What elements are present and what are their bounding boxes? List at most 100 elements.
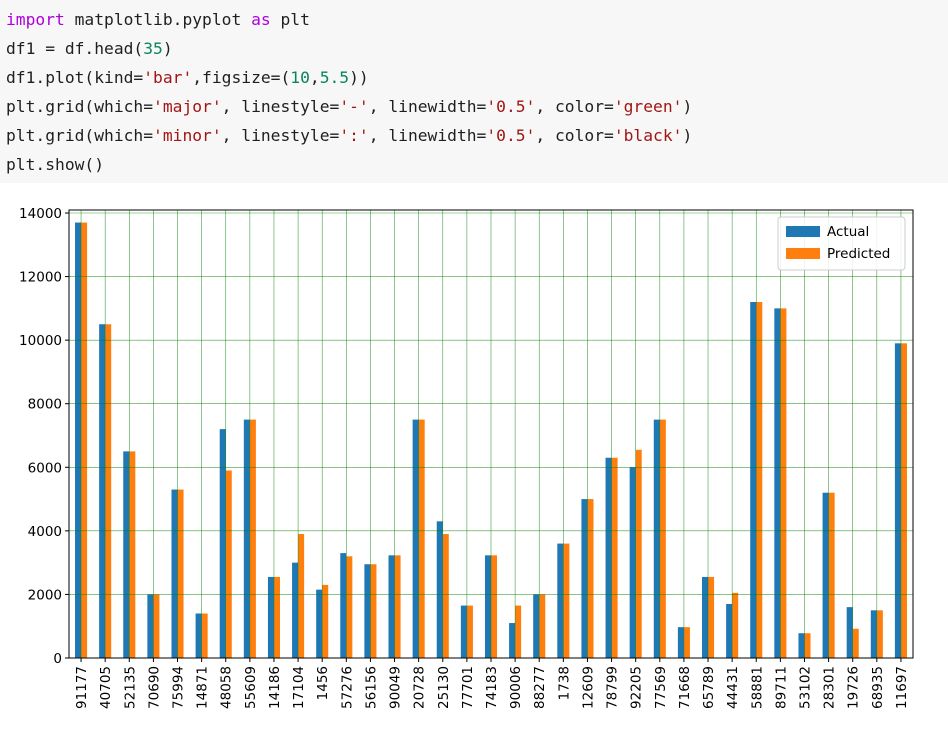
x-tick-label: 55609 [243,666,259,709]
bar-predicted-91177 [81,222,88,658]
bar-actual-92205 [629,467,636,658]
x-tick-label: 1456 [315,666,331,700]
x-tick-label: 92205 [629,666,645,709]
x-tick-label: 12609 [580,666,596,709]
x-tick-label: 28301 [822,666,838,709]
code-token: 'major' [153,97,222,116]
x-tick-label: 52135 [122,666,138,709]
x-tick-label: 14186 [267,666,283,709]
x-tick-label: 57276 [339,666,355,709]
x-tick-label: 75994 [171,666,187,709]
code-token: , linewidth= [368,126,487,145]
bar-actual-55609 [243,419,250,658]
bar-predicted-55609 [249,419,256,658]
x-tick-label: 25130 [436,666,452,709]
code-token: ) [162,39,173,58]
bar-actual-88277 [533,594,540,658]
bar-actual-70690 [147,594,154,658]
code-token: ,figsize=( [192,68,291,87]
x-tick-label: 71668 [677,666,693,709]
bar-actual-40705 [99,324,106,658]
bar-predicted-1456 [322,584,329,658]
code-token: df1 = df.head( [6,39,144,58]
bar-predicted-53102 [804,633,811,658]
x-tick-label: 56156 [363,666,379,709]
code-token: ':' [339,126,369,145]
code-token: '0.5' [486,126,536,145]
x-tick-label: 68935 [870,666,886,709]
code-token: , linestyle= [221,126,340,145]
code-line: df1 = df.head(35) [6,34,948,63]
code-cell[interactable]: import matplotlib.pyplot as plt df1 = df.… [0,0,948,183]
bar-actual-1456 [316,589,323,658]
x-tick-label: 20728 [412,666,428,709]
code-token: , [309,68,320,87]
bar-actual-90006 [509,623,516,658]
x-tick-label: 48058 [219,666,235,709]
bar-actual-14186 [267,576,274,658]
x-tick-label: 70690 [146,666,162,709]
x-tick-label: 14871 [195,666,211,709]
code-token: plt [270,10,310,29]
code-token: ) [682,97,693,116]
x-tick-label: 11697 [894,666,910,709]
code-block[interactable]: import matplotlib.pyplot as plt df1 = df.… [6,5,948,179]
bar-predicted-14186 [273,576,280,658]
y-tick-label: 12000 [19,270,62,286]
code-line: plt.show() [6,150,948,179]
bar-predicted-74183 [491,555,498,658]
bar-actual-52135 [123,451,130,658]
legend-label-actual: Actual [827,224,869,240]
bar-predicted-40705 [105,324,112,658]
code-token: matplotlib.pyplot [64,10,252,29]
bar-actual-17104 [292,562,299,658]
bar-actual-1738 [557,543,564,658]
bar-predicted-1738 [563,543,570,658]
x-tick-label: 40705 [98,666,114,709]
bar-predicted-75994 [177,489,184,658]
bar-actual-78799 [605,457,612,658]
code-token: , color= [535,126,614,145]
bar-actual-89711 [774,308,781,658]
x-tick-label: 77701 [460,666,476,709]
bar-predicted-28301 [828,492,835,658]
bar-actual-68935 [870,610,877,658]
bar-predicted-25130 [442,534,449,658]
bar-actual-44431 [726,603,733,658]
bar-predicted-70690 [153,594,160,658]
x-tick-label: 90049 [388,666,404,709]
bar-predicted-92205 [635,449,642,658]
x-tick-label: 89711 [773,666,789,709]
bar-actual-91177 [75,222,82,658]
bar-actual-77701 [460,605,467,658]
bar-predicted-90049 [394,555,401,658]
x-tick-label: 91177 [74,666,90,709]
legend-swatch-predicted [786,248,820,259]
x-tick-label: 65789 [701,666,717,709]
bar-predicted-48058 [225,470,232,658]
bar-actual-25130 [436,521,443,658]
code-line: df1.plot(kind='bar',figsize=(10,5.5)) [6,63,948,92]
code-line: plt.grid(which='minor', linestyle=':', l… [6,121,948,150]
bar-predicted-17104 [298,534,305,658]
bar-predicted-71668 [683,627,690,658]
code-line: import matplotlib.pyplot as plt [6,5,948,34]
bar-predicted-12609 [587,499,594,658]
bar-actual-14871 [195,613,202,658]
bar-actual-75994 [171,489,178,658]
x-tick-label: 44431 [725,666,741,709]
bar-actual-65789 [702,576,709,658]
bar-actual-90049 [388,555,395,658]
x-tick-label: 17104 [291,666,307,709]
x-tick-label: 53102 [797,666,813,709]
code-token: 'bar' [143,68,193,87]
code-token: , linewidth= [368,97,487,116]
x-tick-label: 19726 [846,666,862,709]
x-tick-label: 77569 [653,666,669,709]
bar-predicted-65789 [708,576,715,658]
code-token: )) [349,68,369,87]
code-token: 'minor' [153,126,222,145]
bar-actual-71668 [677,627,684,658]
bar-predicted-20728 [418,419,425,658]
bar-predicted-56156 [370,564,377,658]
